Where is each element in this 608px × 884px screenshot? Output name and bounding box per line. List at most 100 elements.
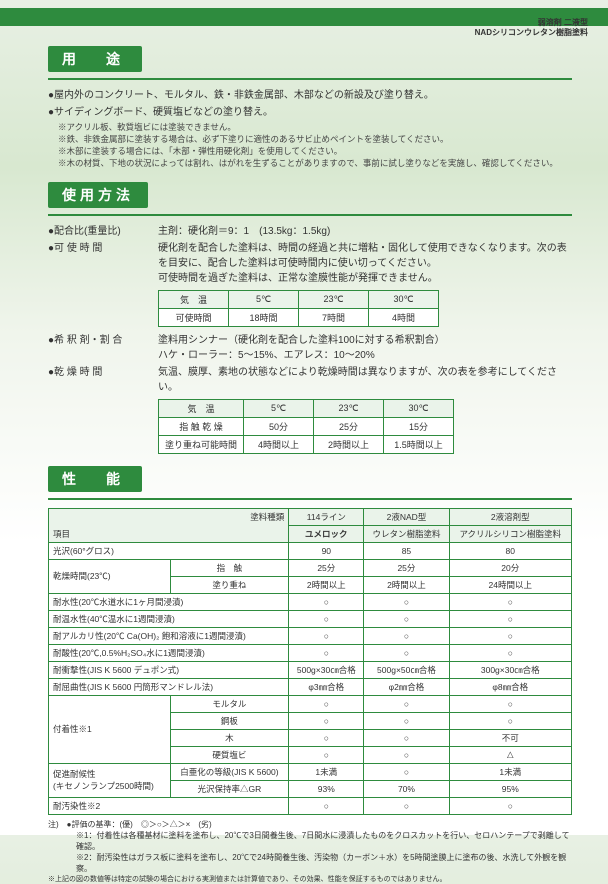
section-perf-rule [48,498,572,500]
r-dry23b-l: 塗り重ね [170,576,289,593]
r-adh-l: 付着性※1 [49,695,171,763]
r-dry23b-3: 24時間以上 [449,576,571,593]
perf-h-c2a: 2液NAD型 [364,508,449,525]
r-hot-3: ○ [449,610,571,627]
note-0: 注) ●評価の基準：(優) ◎＞○＞△＞× (劣) [48,819,572,830]
r-bend-2: φ2㎜合格 [364,678,449,695]
use-sub-1: ※アクリル板、軟質塩ビには塗装できません。 [58,122,572,134]
t2-r1c3: 15分 [384,417,454,435]
r-stain-l: 耐汚染性※2 [49,797,289,814]
r-gloss-l: 光沢(60°グロス) [49,542,289,559]
r-water-3: ○ [449,593,571,610]
section-use-title: 用 途 [48,46,142,72]
r-adh-d-l: 硬質塩ビ [170,746,289,763]
r-acid-2: ○ [364,644,449,661]
r-adh-b-2: ○ [364,712,449,729]
r-adh-a-1: ○ [289,695,364,712]
section-method: 使用方法 ●配合比(重量比) 主剤：硬化剤＝9：1 (13.5kg：1.5kg)… [48,182,572,454]
r-bend-3: φ8㎜合格 [449,678,571,695]
r-alk-1: ○ [289,627,364,644]
r-weather-a-3: 1未満 [449,763,571,780]
r-weather-b-1: 93% [289,780,364,797]
r-acid-3: ○ [449,644,571,661]
t1-h2: 23℃ [299,290,369,308]
dilution-label: ●希 釈 剤・割 合 [48,333,158,363]
use-sub-3: ※木部に塗装する場合には、「木部・弾性用硬化剤」を使用してください。 [58,146,572,158]
use-time-text-2: 可使時間を過ぎた塗料は、正常な塗膜性能が発揮できません。 [158,271,572,286]
doc-type-2: NADシリコンウレタン樹脂塗料 [475,28,588,38]
r-adh-c-3: 不可 [449,729,571,746]
performance-table: 項目 塗料種類 114ライン 2液NAD型 2液溶剤型 ユメロック ウレタン樹脂… [48,508,572,815]
t2-r1c0: 指 触 乾 燥 [159,417,244,435]
r-stain-1: ○ [289,797,364,814]
r-weather-a-1: 1未満 [289,763,364,780]
perf-h-c1a: 114ライン [289,508,364,525]
r-dry23b-1: 2時間以上 [289,576,364,593]
t1-h3: 30℃ [369,290,439,308]
dilution-text-1: 塗料用シンナー（硬化剤を配合した塗料100に対する希釈割合） [158,333,572,348]
t2-r1c1: 50分 [244,417,314,435]
section-use-rule [48,78,572,80]
t2-r2c2: 2時間以上 [314,435,384,453]
r-adh-d-2: ○ [364,746,449,763]
section-perf: 性 能 項目 塗料種類 114ライン 2液NAD型 2液溶剤型 ユメロック ウレ… [48,466,572,884]
use-sub-4: ※木の材質、下地の状況によっては割れ、はがれを生ずることがありますので、事前に試… [58,158,572,170]
r-gloss-2: 85 [364,542,449,559]
note-1: ※1：付着性は各種基材に塗料を塗布し、20℃で3日間養生後、7日間水に浸漬したも… [48,830,572,852]
r-water-2: ○ [364,593,449,610]
r-hot-1: ○ [289,610,364,627]
r-bend-l: 耐屈曲性(JIS K 5600 円筒形マンドレル法) [49,678,289,695]
dry-time-table: 気 温 5℃ 23℃ 30℃ 指 触 乾 燥 50分 25分 15分 塗り重ね可… [158,399,454,454]
r-water-l: 耐水性(20℃水道水に1ヶ月間浸漬) [49,593,289,610]
dry-time-label: ●乾 燥 時 間 [48,365,158,395]
perf-notes: 注) ●評価の基準：(優) ◎＞○＞△＞× (劣) ※1：付着性は各種基材に塗料… [48,819,572,884]
doc-type-label: 弱溶剤 二液型 NADシリコンウレタン樹脂塗料 [475,18,588,37]
pot-life-table: 気 温 5℃ 23℃ 30℃ 可使時間 18時間 7時間 4時間 [158,290,439,327]
r-hot-l: 耐温水性(40℃温水に1週間浸漬) [49,610,289,627]
r-weather-a-2: ○ [364,763,449,780]
r-dry23a-l: 指 触 [170,559,289,576]
r-stain-3: ○ [449,797,571,814]
r-dry23a-3: 20分 [449,559,571,576]
perf-h-c3a: 2液溶剤型 [449,508,571,525]
section-use: 用 途 ●屋内外のコンクリート、モルタル、鉄・非鉄金属部、木部などの新設及び塗り… [48,46,572,170]
r-alk-2: ○ [364,627,449,644]
r-alk-l: 耐アルカリ性(20℃ Ca(OH)₂ 飽和溶液に1週間浸漬) [49,627,289,644]
section-perf-title: 性 能 [48,466,142,492]
doc-type-1: 弱溶剤 二液型 [475,18,588,28]
note-3: ※上記の図の数値等は特定の試験の場合における実測値または計算値であり、その効果、… [48,875,572,884]
r-adh-a-l: モルタル [170,695,289,712]
r-adh-b-1: ○ [289,712,364,729]
section-method-rule [48,214,572,216]
r-weather-b-3: 95% [449,780,571,797]
r-adh-b-3: ○ [449,712,571,729]
t1-r1c3: 4時間 [369,308,439,326]
perf-h-c2b: ウレタン樹脂塗料 [364,525,449,542]
perf-h-item: 項目 [53,528,70,540]
r-hot-2: ○ [364,610,449,627]
r-adh-c-1: ○ [289,729,364,746]
use-time-row: ●可 使 時 間 硬化剤を配合した塗料は、時間の経過と共に増粘・固化して使用でき… [48,241,572,286]
use-time-label: ●可 使 時 間 [48,241,158,286]
r-dry23a-1: 25分 [289,559,364,576]
t1-r1c2: 7時間 [299,308,369,326]
r-impact-2: 500g×50㎝合格 [364,661,449,678]
perf-h-c1b: ユメロック [289,525,364,542]
r-adh-d-3: △ [449,746,571,763]
r-acid-l: 耐酸性(20℃,0.5%H₂SO₄水に1週間浸漬) [49,644,289,661]
t1-r1c0: 可使時間 [159,308,229,326]
mix-ratio-label: ●配合比(重量比) [48,224,158,239]
r-bend-1: φ3㎜合格 [289,678,364,695]
r-dry23a-2: 25分 [364,559,449,576]
dilution-text-2: ハケ・ローラー：5～15%、エアレス：10～20% [158,348,572,363]
perf-h-type: 塗料種類 [250,511,284,523]
dilution-row: ●希 釈 剤・割 合 塗料用シンナー（硬化剤を配合した塗料100に対する希釈割合… [48,333,572,363]
r-weather-l: 促進耐候性 (キセノンランプ2500時間) [49,763,171,797]
r-stain-2: ○ [364,797,449,814]
mix-ratio-row: ●配合比(重量比) 主剤：硬化剤＝9：1 (13.5kg：1.5kg) [48,224,572,239]
r-adh-d-1: ○ [289,746,364,763]
r-impact-3: 300g×30㎝合格 [449,661,571,678]
dry-time-text: 気温、膜厚、素地の状態などにより乾燥時間は異なりますが、次の表を参考にしてくださ… [158,365,572,395]
r-adh-a-2: ○ [364,695,449,712]
r-adh-c-l: 木 [170,729,289,746]
